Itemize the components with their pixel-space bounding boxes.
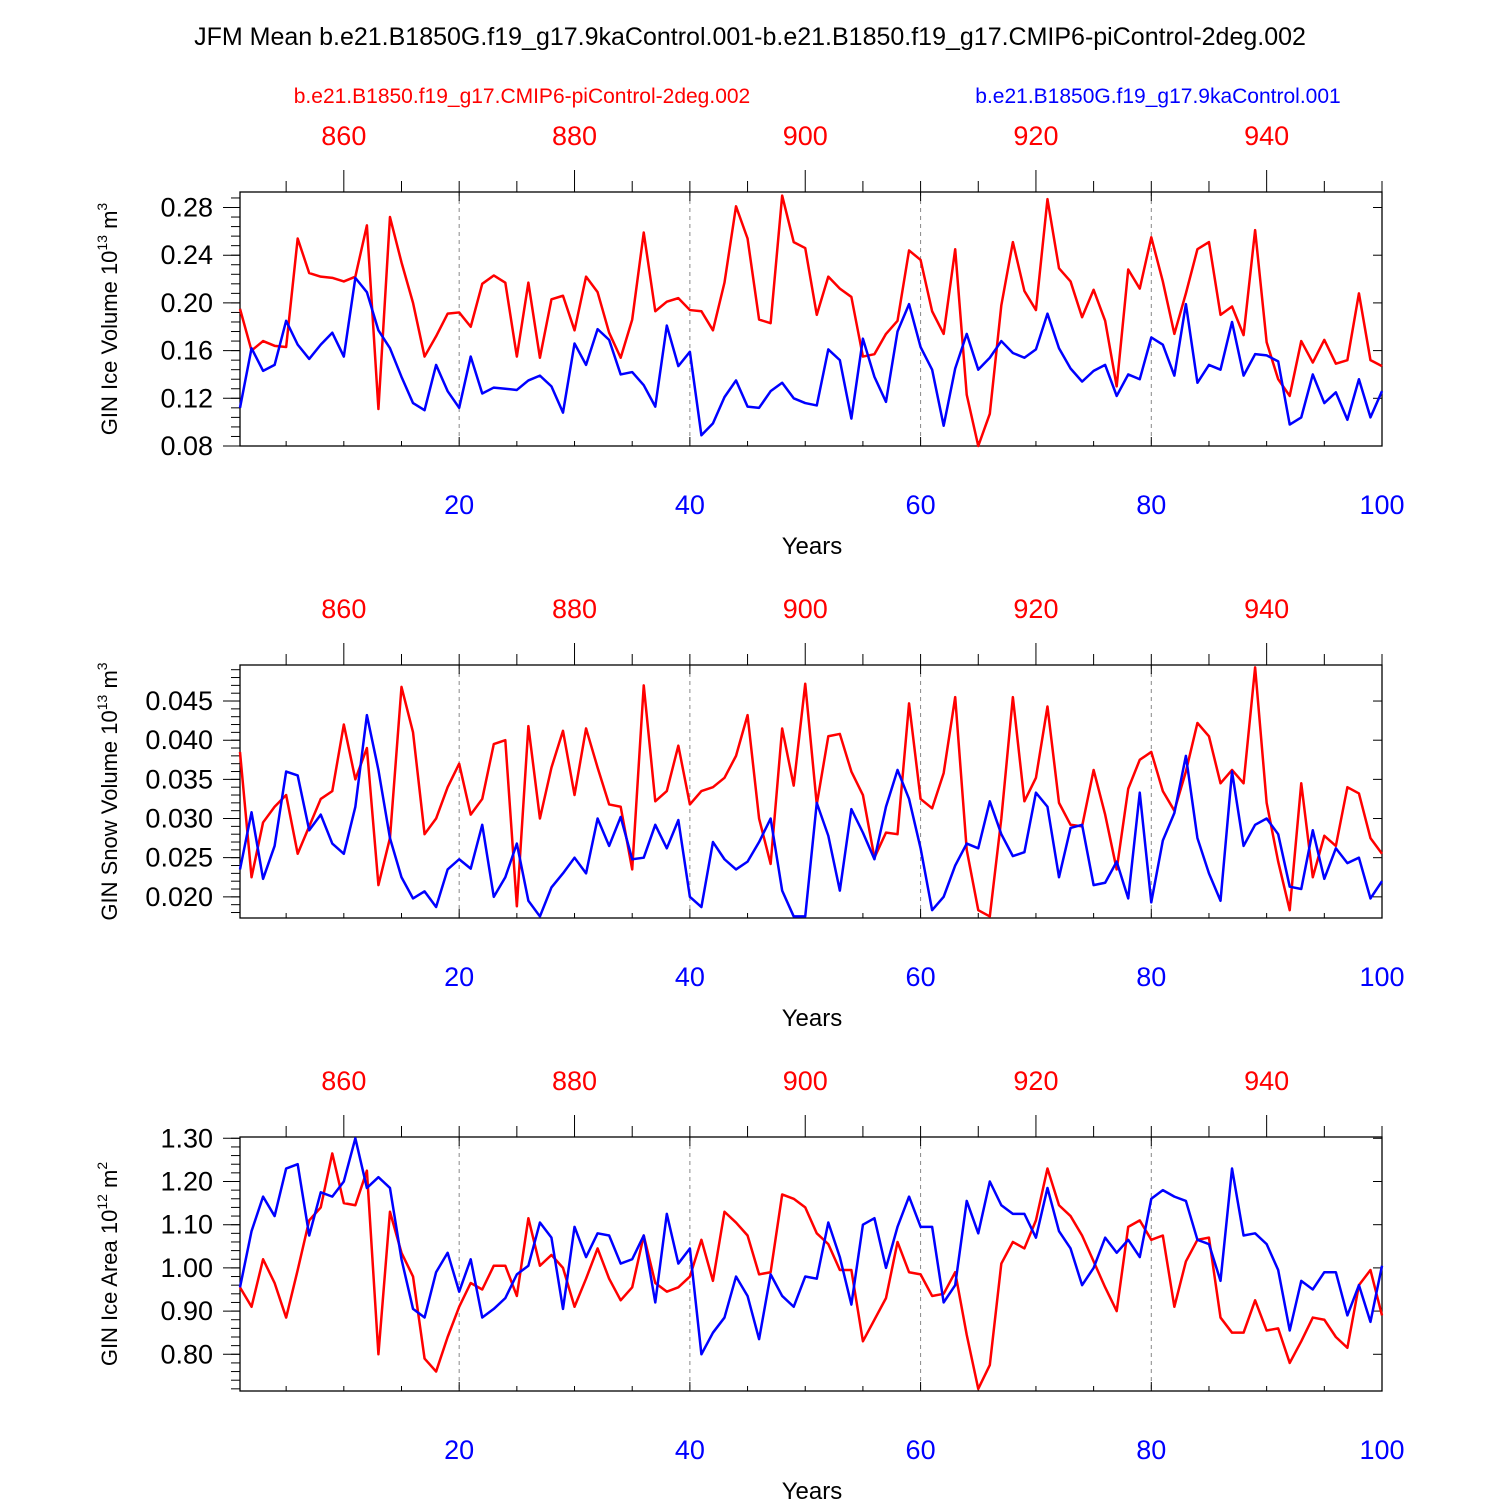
top-tick-label: 900: [783, 121, 828, 151]
y-tick-label: 0.80: [160, 1339, 213, 1369]
x-tick-label: 40: [675, 962, 705, 992]
y-tick-label: 0.24: [160, 240, 213, 270]
y-tick-label: 0.12: [160, 383, 213, 413]
y-tick-label: 0.28: [160, 193, 213, 223]
top-tick-label: 880: [552, 1066, 597, 1096]
top-tick-label: 860: [321, 594, 366, 624]
panels: 20 40 60 80 100 860 880 900 920 940 0.08 0.12 0.16 0.…: [94, 121, 1405, 1500]
chart-panel-3: 20 40 60 80 100 860 880 900 920 940 0.80 0.90 1.00 1.…: [94, 1066, 1405, 1500]
y-tick-label: 0.90: [160, 1296, 213, 1326]
top-tick-label: 900: [783, 594, 828, 624]
x-tick-label: 40: [675, 1435, 705, 1465]
x-tick-label: 80: [1136, 490, 1166, 520]
top-tick-label: 920: [1013, 121, 1058, 151]
series-line-red: [238, 194, 1383, 448]
y-tick-label: 0.035: [145, 764, 213, 794]
x-tick-label: 20: [444, 962, 474, 992]
y-tick-label: 1.30: [160, 1123, 213, 1153]
x-tick-label: 60: [906, 1435, 936, 1465]
top-tick-label: 920: [1013, 594, 1058, 624]
x-tick-label: 80: [1136, 962, 1166, 992]
y-tick-label: 0.16: [160, 336, 213, 366]
legend-blue-label: b.e21.B1850G.f19_g17.9kaControl.001: [975, 85, 1340, 108]
x-tick-label: 100: [1359, 962, 1404, 992]
series-line-red: [238, 666, 1384, 918]
top-tick-label: 880: [552, 121, 597, 151]
y-tick-label: 0.045: [145, 686, 213, 716]
top-tick-label: 900: [783, 1066, 828, 1096]
x-tick-label: 80: [1136, 1435, 1166, 1465]
x-axis-label: Years: [782, 1005, 843, 1032]
series-line-red: [238, 1152, 1384, 1391]
chart-panel-1: 20 40 60 80 100 860 880 900 920 940 0.08 0.12 0.16 0.…: [94, 121, 1405, 560]
x-tick-label: 60: [906, 490, 936, 520]
y-tick-label: 1.00: [160, 1253, 213, 1283]
top-tick-label: 940: [1244, 1066, 1289, 1096]
y-tick-label: 1.10: [160, 1210, 213, 1240]
y-axis-label: GIN Snow Volume 1013 m3: [94, 662, 122, 920]
y-tick-label: 0.08: [160, 431, 213, 461]
top-tick-label: 940: [1244, 594, 1289, 624]
x-tick-label: 20: [444, 490, 474, 520]
y-tick-label: 0.20: [160, 288, 213, 318]
series-line-blue: [238, 713, 1384, 918]
y-tick-label: 0.020: [145, 882, 213, 912]
top-tick-label: 880: [552, 594, 597, 624]
x-tick-label: 20: [444, 1435, 474, 1465]
top-tick-label: 860: [321, 1066, 366, 1096]
x-tick-label: 100: [1359, 1435, 1404, 1465]
y-tick-label: 0.040: [145, 725, 213, 755]
y-tick-label: 0.030: [145, 804, 213, 834]
x-axis-label: Years: [782, 533, 843, 560]
x-tick-label: 60: [906, 962, 936, 992]
figure-title: JFM Mean b.e21.B1850G.f19_g17.9kaControl…: [194, 23, 1306, 51]
chart-panel-2: 20 40 60 80 100 860 880 900 920 940 0.020 0.025 0.03…: [94, 594, 1405, 1032]
plot-border: [239, 1136, 1383, 1392]
plot-border: [239, 191, 1383, 447]
y-tick-label: 1.20: [160, 1166, 213, 1196]
top-tick-label: 940: [1244, 121, 1289, 151]
legend-red-label: b.e21.B1850.f19_g17.CMIP6-piControl-2deg…: [294, 85, 750, 108]
series-line-blue: [238, 276, 1384, 437]
x-tick-label: 40: [675, 490, 705, 520]
plot-border: [239, 664, 1383, 919]
top-tick-label: 920: [1013, 1066, 1058, 1096]
top-tick-label: 860: [321, 121, 366, 151]
x-tick-label: 100: [1359, 490, 1404, 520]
y-axis-label: GIN Ice Area 1012 m2: [94, 1162, 122, 1367]
series-line-blue: [238, 1137, 1384, 1356]
x-axis-label: Years: [782, 1478, 843, 1500]
y-tick-label: 0.025: [145, 843, 213, 873]
y-axis-label: GIN Ice Volume 1013 m3: [94, 203, 122, 436]
